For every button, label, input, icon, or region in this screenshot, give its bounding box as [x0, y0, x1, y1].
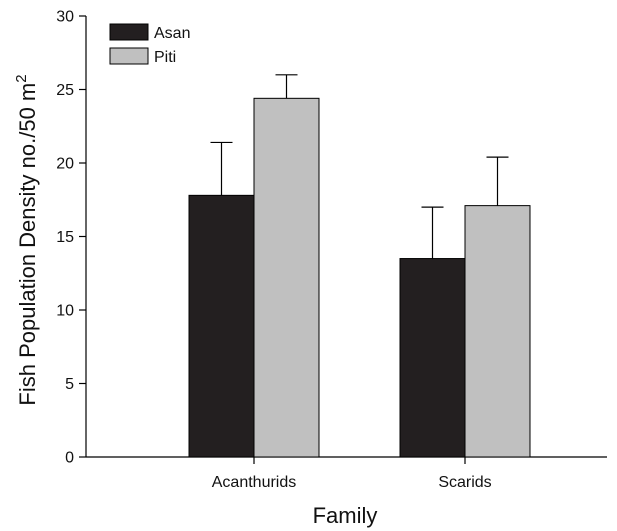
legend: Asan Piti [109, 23, 190, 66]
y-axis-title: Fish Population Density no./50 m2 [13, 74, 40, 405]
bar [464, 205, 531, 458]
y-tick-label: 20 [56, 156, 74, 173]
y-tick-label: 0 [65, 450, 74, 467]
legend-swatch [109, 47, 149, 65]
legend-label: Asan [154, 25, 190, 42]
bar [253, 97, 320, 458]
bar-series-group [188, 74, 531, 458]
y-tick-label: 30 [56, 9, 74, 26]
x-axis-title: Family [313, 503, 378, 528]
bar [399, 258, 466, 458]
y-tick-label: 5 [65, 376, 74, 393]
y-axis: 0 5 10 15 20 25 30 [56, 9, 87, 467]
legend-swatch [109, 23, 149, 41]
y-tick-label: 25 [56, 82, 74, 99]
y-axis-title-superscript: 2 [13, 74, 30, 82]
bar [188, 194, 255, 458]
y-tick-label: 15 [56, 229, 74, 246]
x-axis: Acanthurids Scarids [86, 456, 607, 491]
x-tick-label: Acanthurids [212, 474, 297, 491]
y-tick-label: 10 [56, 303, 74, 320]
x-tick-label: Scarids [438, 474, 491, 491]
legend-label: Piti [154, 49, 176, 66]
y-ticks: 0 5 10 15 20 25 30 [56, 9, 86, 467]
x-ticks: Acanthurids Scarids [212, 457, 492, 491]
y-axis-title-text: Fish Population Density no./50 m [15, 83, 40, 406]
